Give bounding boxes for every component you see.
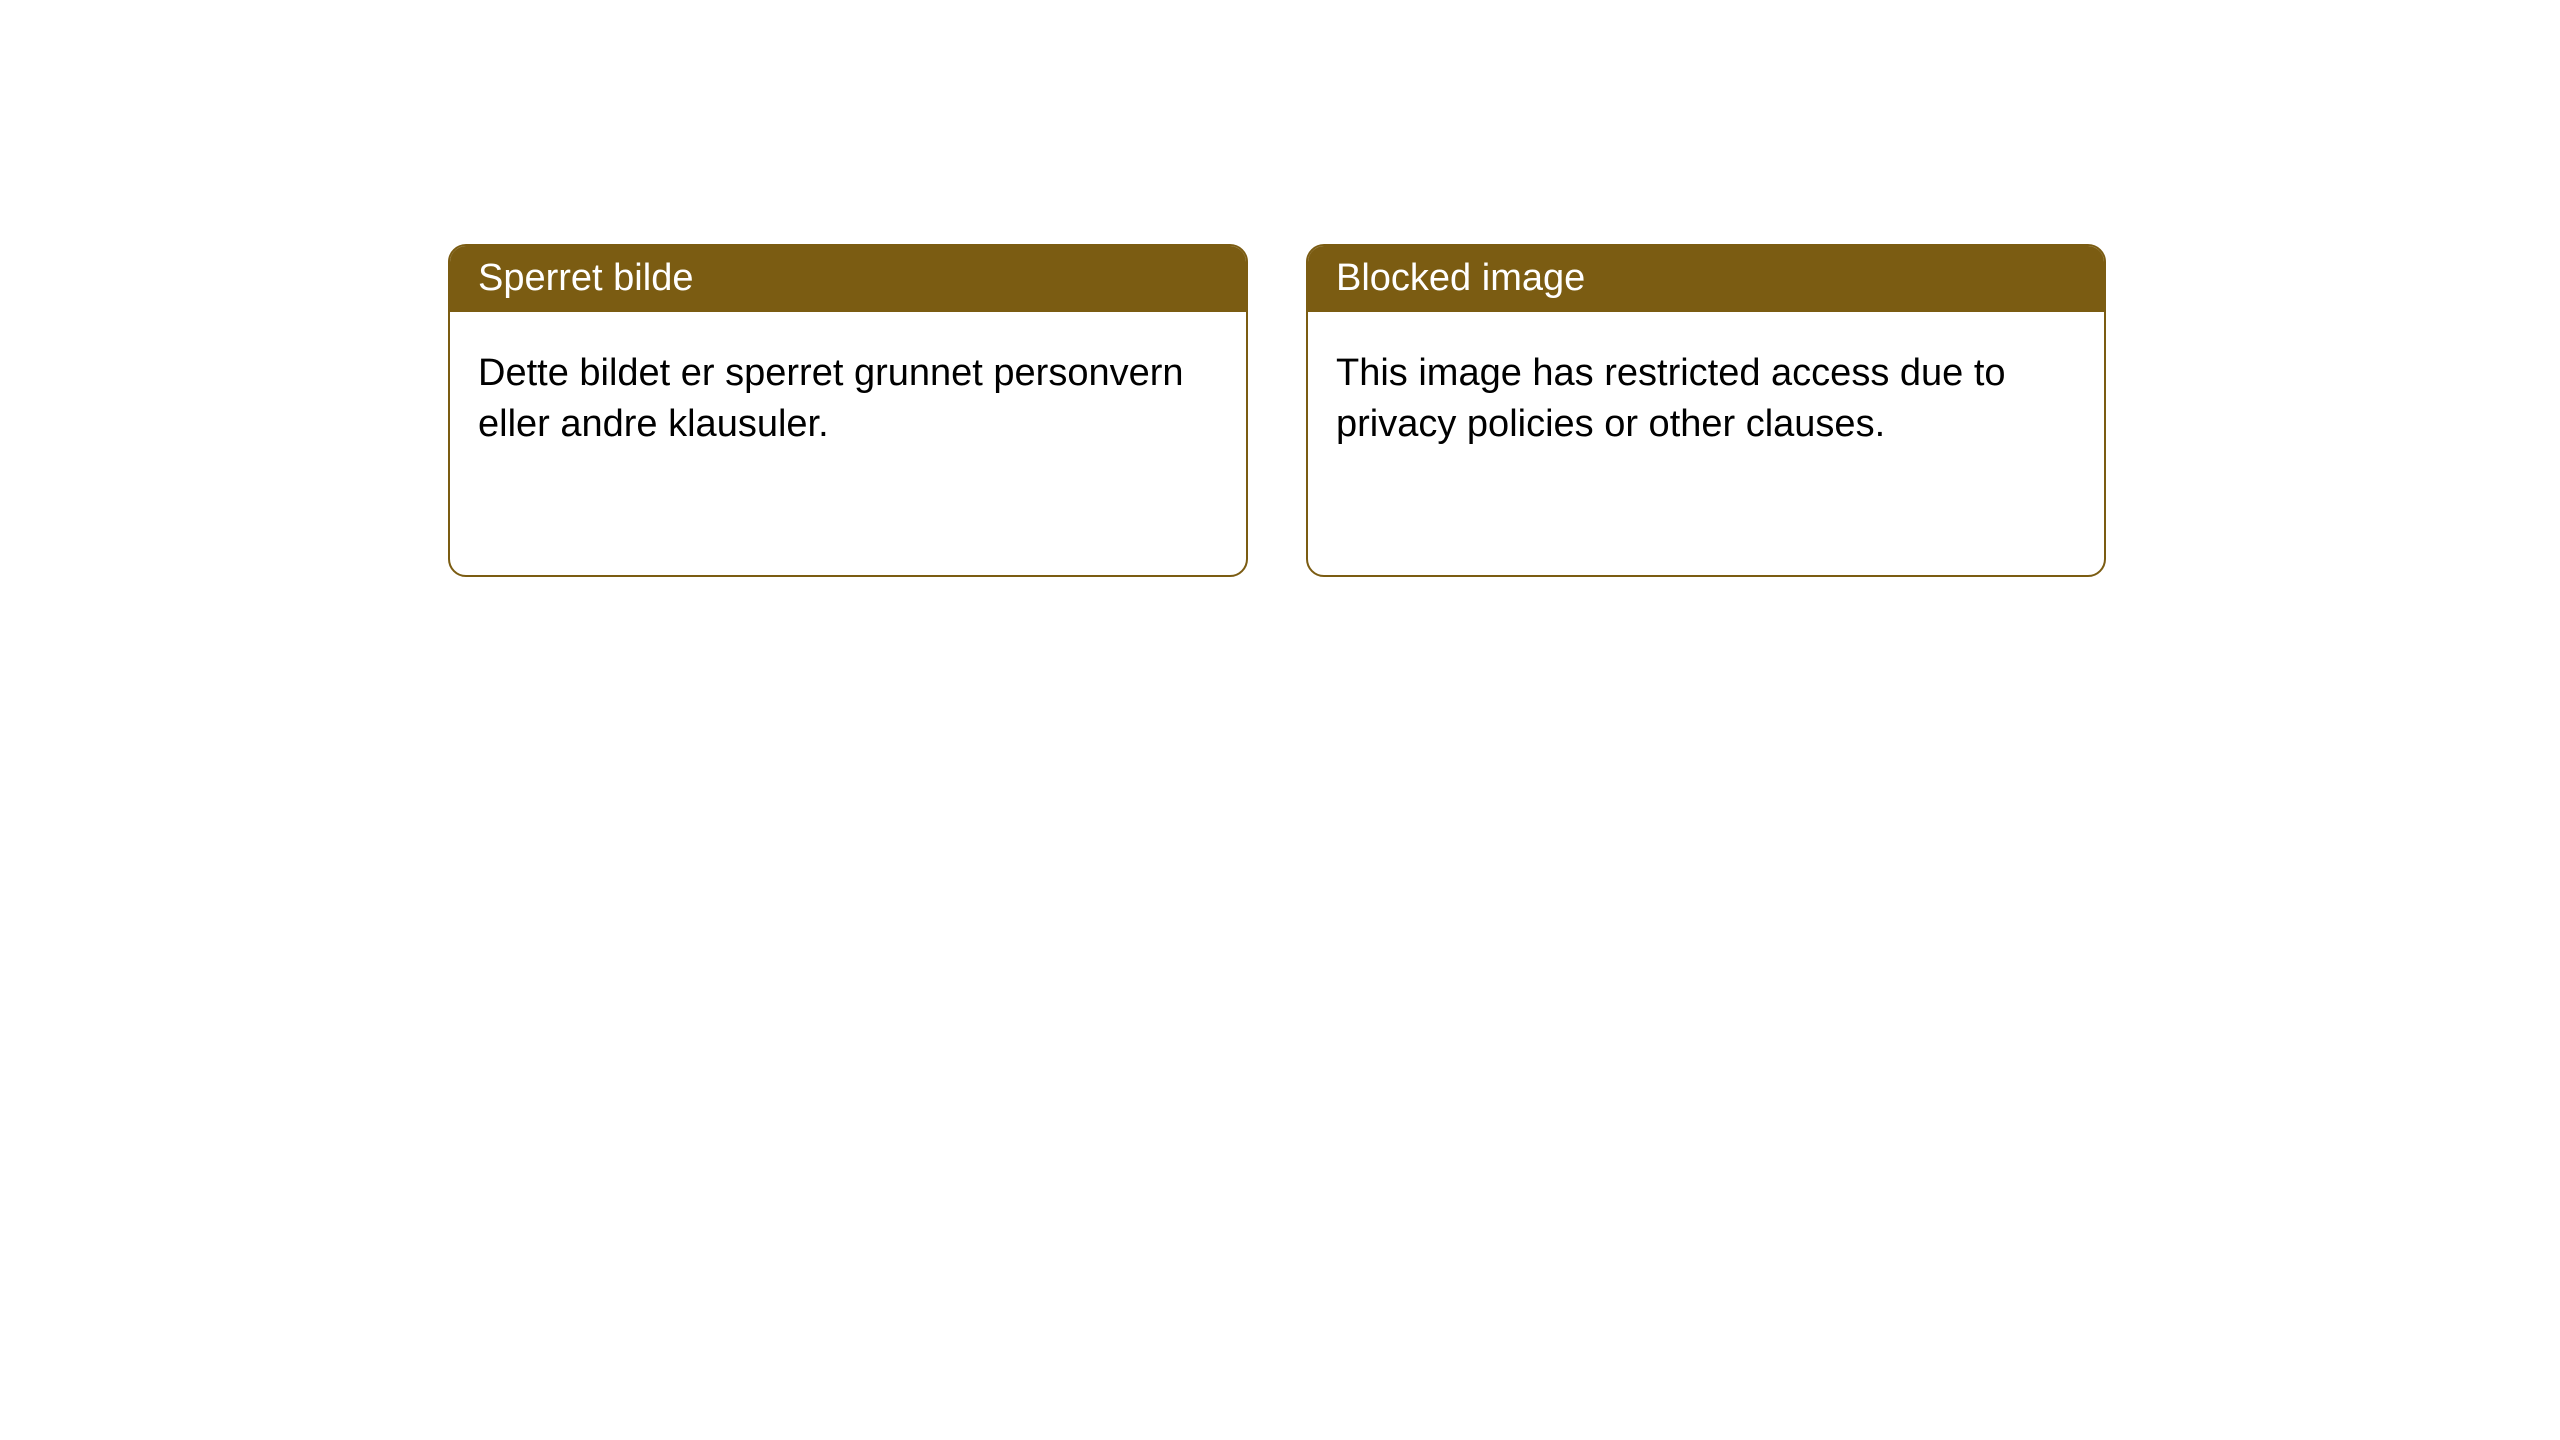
notice-body-english: This image has restricted access due to … <box>1308 312 2104 487</box>
notice-card-english: Blocked image This image has restricted … <box>1306 244 2106 577</box>
notice-header-norwegian: Sperret bilde <box>450 246 1246 312</box>
notice-container: Sperret bilde Dette bildet er sperret gr… <box>448 244 2106 577</box>
notice-body-norwegian: Dette bildet er sperret grunnet personve… <box>450 312 1246 487</box>
notice-card-norwegian: Sperret bilde Dette bildet er sperret gr… <box>448 244 1248 577</box>
notice-header-english: Blocked image <box>1308 246 2104 312</box>
